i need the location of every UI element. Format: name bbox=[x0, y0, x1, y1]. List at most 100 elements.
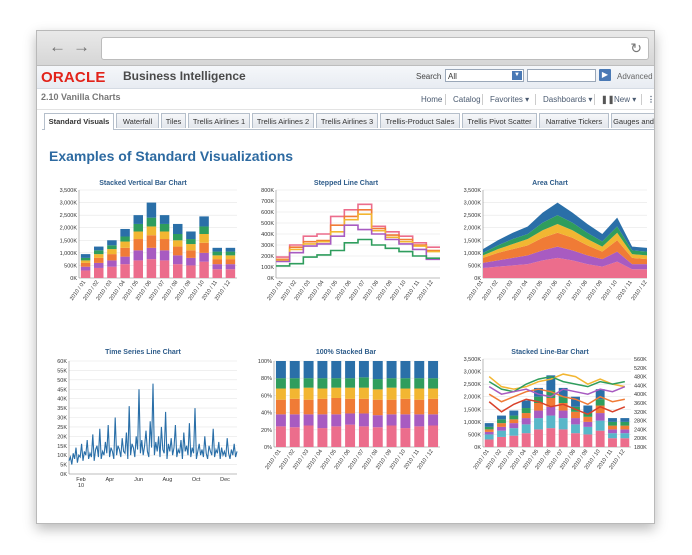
area-chart: Area Chart 0K 500K 1,000K 1,500K 2,000K 2,500… bbox=[451, 180, 649, 332]
more-icon[interactable]: ⋮ bbox=[647, 95, 655, 104]
bar-segment bbox=[212, 259, 222, 265]
bar-segment bbox=[94, 254, 104, 258]
tab-trellis-airlines-2[interactable]: Trellis Airlines 2 bbox=[252, 113, 314, 128]
menu-catalog[interactable]: Catalog bbox=[453, 95, 481, 104]
browser-toolbar: ← → ↻ bbox=[37, 31, 654, 66]
area-band bbox=[483, 223, 647, 260]
tab-trellis-airlines-1[interactable]: Trellis Airlines 1 bbox=[188, 113, 250, 128]
tab-trellis-airlines-3[interactable]: Trellis Airlines 3 bbox=[316, 113, 378, 128]
bar-segment bbox=[212, 255, 222, 260]
bar-segment bbox=[303, 425, 314, 447]
y-tick-label: 55K bbox=[57, 368, 67, 374]
y-tick-label: 2,000K bbox=[60, 226, 78, 232]
percent-stacked-bar-chart: 100% Stacked Bar 0% 20% 40% 60% 80% 100% 2010 … bbox=[250, 349, 442, 501]
forward-arrow-icon[interactable]: → bbox=[73, 37, 90, 56]
menu-new[interactable]: New ▾ bbox=[614, 95, 637, 104]
bar-segment bbox=[107, 245, 117, 250]
y-tick-label: 3,500K bbox=[60, 188, 78, 194]
chart-title: Stacked Line-Bar Chart bbox=[511, 349, 589, 356]
bar-segment bbox=[225, 251, 236, 256]
bar-segment bbox=[94, 262, 104, 268]
bar-segment bbox=[94, 250, 104, 255]
new-chart-icon: ❚❚ bbox=[601, 95, 615, 104]
series-line bbox=[276, 224, 440, 263]
y-tick-label: 1,000K bbox=[60, 251, 78, 257]
search-go-button[interactable]: ▶ bbox=[599, 69, 611, 81]
bar-segment bbox=[571, 433, 580, 447]
bar-segment bbox=[414, 414, 425, 427]
series-line bbox=[276, 238, 440, 267]
menu-dashboards[interactable]: Dashboards ▾ bbox=[543, 95, 593, 104]
y-tick-label: 35K bbox=[57, 406, 67, 412]
bar-segment bbox=[534, 429, 543, 447]
dashboard-bar: 2.10 Vanilla Charts Home Catalog Favorit… bbox=[37, 89, 654, 110]
bar-segment bbox=[497, 415, 506, 420]
bar-segment bbox=[173, 264, 183, 278]
bar-segment bbox=[428, 414, 439, 426]
y2-tick-label: 360K bbox=[634, 401, 647, 407]
chart-canvas: 0K 5K 10K 15K 20K 25K 30K 35K 40K 45K 50K 55K 60K Feb… bbox=[57, 359, 238, 489]
chart-title: Stepped Line Chart bbox=[313, 180, 379, 187]
tab-trellis-product-sales[interactable]: Trellis-Product Sales bbox=[380, 113, 460, 128]
bar-segment bbox=[372, 399, 383, 416]
address-bar[interactable]: ↻ bbox=[101, 37, 649, 60]
bar-segment bbox=[225, 247, 236, 252]
y-tick-label: 500K bbox=[468, 263, 481, 269]
search-input[interactable] bbox=[527, 69, 596, 82]
y-tick-label: 1,000K bbox=[464, 251, 482, 257]
bar-segment bbox=[558, 396, 568, 403]
browser-window: ← → ↻ ORACLE Business Intelligence Searc… bbox=[36, 30, 655, 524]
bar-segment bbox=[317, 361, 328, 379]
menu-home[interactable]: Home bbox=[421, 95, 443, 104]
bar-segment bbox=[225, 269, 236, 278]
y-tick-label: 1,500K bbox=[464, 238, 482, 244]
bar-segment bbox=[133, 250, 143, 261]
bar-segment bbox=[289, 388, 300, 399]
tab-narrative-tickers[interactable]: Narrative Tickers bbox=[539, 113, 609, 128]
area-band bbox=[483, 215, 647, 256]
bar-segment bbox=[358, 398, 369, 414]
bar-segment bbox=[546, 415, 556, 429]
advanced-search-link[interactable]: Advanced bbox=[617, 72, 653, 81]
bar-segment bbox=[173, 240, 183, 247]
y-tick-label: 2,500K bbox=[60, 213, 78, 219]
bar-segment bbox=[146, 217, 157, 227]
bar-segment bbox=[620, 433, 630, 439]
bar-segment bbox=[546, 428, 556, 447]
bar-segment bbox=[345, 424, 356, 447]
menu-separator bbox=[445, 94, 446, 105]
x-tick-label: Jun bbox=[134, 477, 143, 483]
tab-tiles[interactable]: Tiles bbox=[161, 113, 186, 128]
bar-segment bbox=[94, 246, 104, 251]
back-arrow-icon[interactable]: ← bbox=[49, 37, 66, 56]
bar-segment bbox=[225, 264, 236, 270]
bar-segment bbox=[289, 398, 300, 415]
y-tick-label: 1,000K bbox=[464, 420, 482, 426]
search-scope-select[interactable]: All ▼ bbox=[445, 69, 524, 82]
bar-segment bbox=[120, 228, 130, 237]
overlay-line bbox=[488, 385, 626, 398]
tab-standard-visuals[interactable]: Standard Visuals bbox=[44, 113, 114, 130]
y-tick-label: 300K bbox=[261, 243, 274, 249]
app-header: ORACLE Business Intelligence Search All … bbox=[37, 66, 654, 89]
bar-segment bbox=[275, 388, 286, 400]
reload-icon[interactable]: ↻ bbox=[630, 40, 642, 56]
y-tick-label: 0K bbox=[60, 472, 67, 478]
menu-favorites[interactable]: Favorites ▾ bbox=[490, 95, 530, 104]
bar-segment bbox=[583, 416, 593, 422]
x-tick-label: 10 bbox=[78, 483, 84, 489]
menu-separator bbox=[594, 94, 595, 105]
area-band bbox=[483, 202, 647, 253]
bar-segment bbox=[275, 378, 286, 389]
bar-segment bbox=[372, 427, 383, 447]
bar-segment bbox=[608, 421, 617, 426]
bar-segment bbox=[620, 438, 630, 447]
bar-segment bbox=[595, 405, 605, 414]
tab-trellis-pivot-scatter[interactable]: Trellis Pivot Scatter bbox=[462, 113, 537, 128]
bar-segment bbox=[120, 264, 130, 278]
bar-segment bbox=[414, 378, 425, 389]
x-tick-label: Aug bbox=[163, 477, 173, 483]
bar-segment bbox=[289, 378, 300, 389]
tab-gauges[interactable]: Gauges and bbox=[611, 113, 654, 128]
tab-waterfall[interactable]: Waterfall bbox=[116, 113, 159, 128]
